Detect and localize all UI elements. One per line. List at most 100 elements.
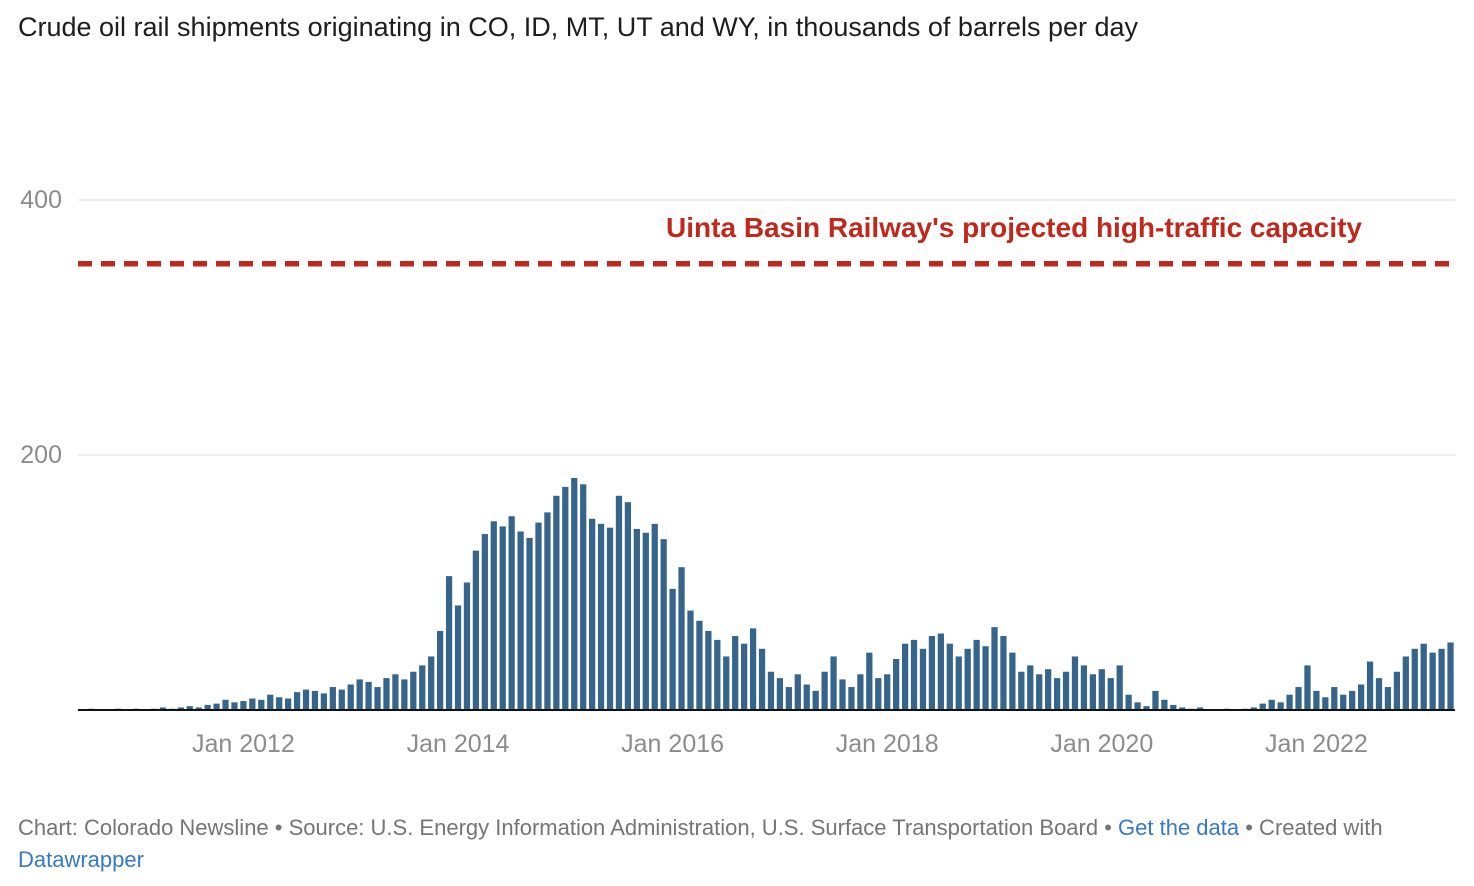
- bar[interactable]: [401, 679, 408, 710]
- bar[interactable]: [946, 643, 953, 710]
- bar[interactable]: [428, 656, 435, 710]
- bar[interactable]: [633, 528, 640, 710]
- bar[interactable]: [1018, 671, 1025, 710]
- bar[interactable]: [723, 656, 730, 710]
- bar[interactable]: [1447, 642, 1454, 710]
- bar[interactable]: [186, 706, 193, 710]
- bar[interactable]: [651, 523, 658, 710]
- bar[interactable]: [1322, 697, 1329, 710]
- bar[interactable]: [508, 516, 515, 710]
- bar[interactable]: [776, 678, 784, 710]
- bar[interactable]: [615, 495, 623, 710]
- bar[interactable]: [1000, 636, 1007, 710]
- bar[interactable]: [866, 652, 873, 710]
- bar[interactable]: [1375, 678, 1383, 710]
- bar[interactable]: [1045, 669, 1052, 710]
- bar[interactable]: [293, 692, 301, 710]
- bar[interactable]: [910, 639, 918, 711]
- bar[interactable]: [1268, 699, 1275, 710]
- bar[interactable]: [1152, 690, 1159, 711]
- bar[interactable]: [1384, 687, 1392, 710]
- bar[interactable]: [1089, 674, 1096, 710]
- bar[interactable]: [177, 707, 184, 710]
- bar[interactable]: [1027, 665, 1034, 711]
- bar[interactable]: [973, 639, 980, 711]
- bar[interactable]: [222, 699, 229, 710]
- bar[interactable]: [374, 687, 381, 710]
- bar[interactable]: [1036, 674, 1043, 710]
- bar[interactable]: [517, 531, 524, 711]
- bar[interactable]: [678, 567, 685, 710]
- bar[interactable]: [848, 687, 855, 710]
- bar[interactable]: [535, 522, 542, 710]
- bar[interactable]: [919, 648, 927, 710]
- bar[interactable]: [1331, 687, 1338, 710]
- bar[interactable]: [1286, 694, 1293, 710]
- bar[interactable]: [1357, 684, 1365, 711]
- bar[interactable]: [767, 671, 775, 710]
- bar[interactable]: [1429, 652, 1436, 710]
- bar[interactable]: [1098, 669, 1105, 710]
- bar[interactable]: [553, 495, 560, 710]
- bar[interactable]: [758, 648, 766, 710]
- bar[interactable]: [1366, 661, 1374, 710]
- bar[interactable]: [1107, 678, 1114, 710]
- bar[interactable]: [785, 687, 792, 710]
- bar[interactable]: [1062, 671, 1070, 710]
- bar[interactable]: [1197, 707, 1204, 710]
- bar[interactable]: [463, 582, 471, 711]
- bar[interactable]: [267, 694, 274, 710]
- bar[interactable]: [606, 527, 614, 710]
- bar[interactable]: [1161, 699, 1168, 710]
- bar[interactable]: [893, 659, 900, 710]
- bar[interactable]: [803, 684, 810, 711]
- bar[interactable]: [589, 518, 596, 710]
- bar[interactable]: [660, 539, 667, 710]
- bar[interactable]: [1125, 694, 1132, 710]
- bar[interactable]: [696, 620, 703, 710]
- bar[interactable]: [472, 550, 480, 711]
- bar[interactable]: [687, 610, 694, 710]
- bar[interactable]: [1349, 690, 1356, 711]
- bar[interactable]: [302, 689, 310, 710]
- bar[interactable]: [732, 636, 739, 710]
- bar[interactable]: [1170, 704, 1177, 710]
- bar[interactable]: [964, 648, 971, 710]
- bar[interactable]: [499, 526, 506, 710]
- bar[interactable]: [240, 701, 247, 710]
- bar[interactable]: [285, 698, 292, 710]
- bar[interactable]: [1053, 678, 1061, 710]
- bar[interactable]: [392, 674, 399, 710]
- bar[interactable]: [1340, 694, 1347, 710]
- bar[interactable]: [1179, 707, 1186, 710]
- bar[interactable]: [1411, 648, 1418, 710]
- bar[interactable]: [347, 684, 354, 711]
- bar[interactable]: [1393, 671, 1400, 710]
- bar[interactable]: [356, 679, 363, 710]
- bar[interactable]: [526, 537, 533, 711]
- bar[interactable]: [276, 697, 283, 710]
- get-the-data-link[interactable]: Get the data: [1118, 815, 1240, 840]
- bar[interactable]: [669, 588, 676, 710]
- bar[interactable]: [642, 532, 649, 710]
- bar[interactable]: [1134, 702, 1141, 710]
- bar[interactable]: [624, 502, 632, 710]
- bar[interactable]: [249, 698, 256, 710]
- bar[interactable]: [490, 521, 497, 710]
- bar[interactable]: [812, 690, 819, 711]
- bar[interactable]: [1313, 690, 1320, 711]
- datawrapper-link[interactable]: Datawrapper: [18, 847, 144, 872]
- bar[interactable]: [1402, 656, 1409, 710]
- bar[interactable]: [544, 512, 551, 711]
- bar[interactable]: [320, 693, 328, 710]
- bar[interactable]: [821, 671, 828, 710]
- bar[interactable]: [1080, 665, 1088, 711]
- bar[interactable]: [258, 699, 265, 710]
- bar[interactable]: [231, 702, 238, 710]
- bar[interactable]: [705, 630, 712, 710]
- bar[interactable]: [901, 643, 909, 710]
- bar[interactable]: [571, 477, 578, 710]
- bar[interactable]: [839, 679, 846, 710]
- bar[interactable]: [1116, 665, 1123, 711]
- bar[interactable]: [437, 630, 444, 710]
